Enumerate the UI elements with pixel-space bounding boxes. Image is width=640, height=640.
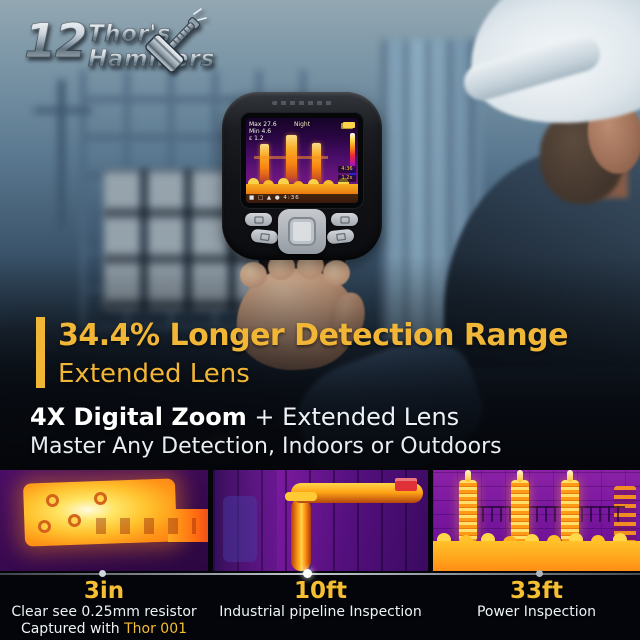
power-rail bbox=[473, 506, 625, 522]
pipeline-door bbox=[223, 496, 257, 562]
pipeline-panel bbox=[213, 470, 277, 571]
distance-label: 3in bbox=[83, 578, 125, 604]
feature-line-2: Master Any Detection, Indoors or Outdoor… bbox=[30, 434, 502, 459]
camera-screen: Max 27.6 Min 4.6 ε 1.2 Night 4:36 1.2x ■… bbox=[246, 118, 358, 203]
insulator-tip bbox=[465, 470, 471, 482]
hand-knuckle bbox=[323, 260, 350, 286]
insulator-tip bbox=[567, 470, 573, 482]
screen-badge: 4:36 bbox=[338, 166, 356, 173]
caption-line: Industrial pipeline Inspection bbox=[219, 604, 422, 620]
pcb-pad bbox=[46, 494, 59, 507]
pipe-flange bbox=[285, 492, 317, 501]
temperature-marker bbox=[395, 478, 417, 491]
feature-rest: + Extended Lens bbox=[246, 403, 460, 431]
thermal-tower bbox=[312, 143, 321, 186]
insulator bbox=[511, 470, 529, 542]
screen-badge: 1.2x bbox=[338, 175, 356, 182]
headline-title: 34.4% Longer Detection Range bbox=[58, 318, 568, 353]
camera-dpad-ok-button bbox=[288, 217, 316, 246]
caption-line: Power Inspection bbox=[476, 604, 597, 620]
battery-icon bbox=[343, 122, 355, 128]
distance-timeline bbox=[0, 573, 640, 575]
screen-status-bar: ■ □ ▲ ● 4:36 bbox=[246, 194, 358, 203]
min-readout: Min 4.6 bbox=[249, 128, 272, 135]
pcb-arm bbox=[168, 509, 208, 542]
insulator bbox=[561, 470, 579, 542]
pcb-pad bbox=[38, 520, 51, 533]
caption-33ft: 33ft Power Inspection bbox=[433, 578, 640, 621]
logo-number: 12 bbox=[24, 14, 88, 69]
insulator-tip bbox=[517, 470, 523, 482]
feature-line-1: 4X Digital Zoom + Extended Lens bbox=[30, 402, 459, 432]
brand-logo: 12 Thor's Hammers bbox=[24, 8, 215, 86]
power-pole bbox=[58, 80, 65, 230]
caption-10ft: 10ft Industrial pipeline Inspection bbox=[213, 578, 428, 621]
hand-knuckle bbox=[240, 262, 267, 288]
caption-line: Captured with Thor 001 bbox=[0, 621, 208, 638]
camera-bezel-mark bbox=[272, 101, 332, 105]
camera-button bbox=[250, 228, 279, 245]
pipe-vertical bbox=[291, 498, 311, 571]
thermal-photo-pipeline bbox=[213, 470, 428, 571]
timeline-dot-3in bbox=[99, 570, 106, 577]
thermal-photo-power bbox=[433, 470, 640, 571]
timeline-dot-10ft bbox=[303, 569, 312, 578]
power-pole-arm bbox=[34, 108, 92, 113]
headline-subtitle: Extended Lens bbox=[58, 359, 250, 389]
caption-prefix: Captured with bbox=[20, 621, 125, 637]
caption-line: Clear see 0.25mm resistor bbox=[11, 604, 197, 620]
screen-readouts: Max 27.6 Min 4.6 ε 1.2 bbox=[249, 121, 277, 142]
product-name: Thor 001 bbox=[124, 621, 188, 637]
timeline-dot-33ft bbox=[536, 570, 543, 577]
mode-label: Night bbox=[293, 121, 311, 128]
thermal-tower bbox=[260, 144, 269, 186]
pcb-pad bbox=[94, 492, 107, 505]
max-readout: Max 27.6 bbox=[249, 121, 277, 128]
power-base bbox=[433, 541, 640, 571]
power-ladder bbox=[614, 486, 636, 542]
pcb-pad bbox=[68, 514, 81, 527]
pcb-board bbox=[22, 478, 178, 547]
accent-bar bbox=[36, 317, 45, 388]
insulator bbox=[459, 470, 477, 542]
thermal-tower bbox=[286, 135, 297, 186]
thermal-photo-pcb bbox=[0, 470, 208, 571]
param-readout: ε 1.2 bbox=[249, 135, 264, 142]
thermal-beam bbox=[254, 156, 328, 159]
distance-label: 10ft bbox=[293, 578, 347, 604]
pipe-horizontal bbox=[291, 483, 423, 503]
distance-label: 33ft bbox=[509, 578, 563, 604]
caption-3in: 3in Clear see 0.25mm resistor Captured w… bbox=[0, 578, 208, 638]
feature-bold: 4X Digital Zoom bbox=[30, 403, 247, 431]
hammer-icon bbox=[145, 8, 207, 73]
camera-button bbox=[245, 213, 272, 226]
camera-button bbox=[331, 213, 358, 226]
pcb-connectors bbox=[96, 518, 196, 534]
